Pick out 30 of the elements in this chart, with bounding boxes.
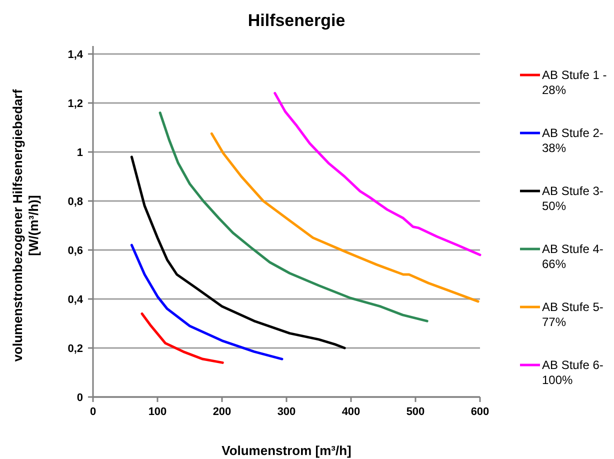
line-series bbox=[158, 112, 428, 322]
line-series bbox=[130, 244, 284, 360]
y-tick-label: 0,6 bbox=[68, 245, 83, 257]
line-series bbox=[140, 312, 224, 364]
line-series bbox=[210, 132, 480, 303]
y-tick-label: 0,2 bbox=[68, 343, 83, 355]
line-series bbox=[130, 156, 346, 350]
legend-label: AB Stufe 3- 50% bbox=[542, 184, 604, 213]
y-tick-label: 1,2 bbox=[68, 98, 83, 110]
y-tick-label: 1,4 bbox=[68, 49, 84, 61]
x-tick-label: 100 bbox=[148, 406, 167, 418]
legend-label: AB Stufe 2- 38% bbox=[542, 126, 604, 155]
y-axis-title: volumenstrombezogener Hilfsenergiebedarf [W/(m³/h)] bbox=[10, 88, 41, 362]
legend-label: AB Stufe 1 - 28% bbox=[542, 68, 607, 97]
x-tick-label: 200 bbox=[212, 406, 232, 418]
legend-label: AB Stufe 6- 100% bbox=[542, 358, 604, 387]
x-tick-label: 600 bbox=[470, 406, 490, 418]
x-tick-label: 500 bbox=[406, 406, 425, 418]
y-tick-label: 0,4 bbox=[68, 294, 84, 306]
chart-title: Hilfsenergie bbox=[248, 11, 346, 30]
legend-label: AB Stufe 4- 66% bbox=[542, 242, 604, 271]
line-series bbox=[274, 92, 482, 256]
x-tick-label: 300 bbox=[277, 406, 296, 418]
y-tick-label: 0 bbox=[76, 392, 83, 404]
x-tick-label: 0 bbox=[90, 406, 96, 418]
y-tick-label: 0,8 bbox=[68, 196, 83, 208]
x-tick-label: 400 bbox=[342, 406, 360, 418]
legend-label: AB Stufe 5- 77% bbox=[542, 300, 604, 329]
x-axis-title: Volumenstrom [m³/h] bbox=[222, 443, 352, 458]
y-tick-label: 1 bbox=[76, 147, 83, 159]
